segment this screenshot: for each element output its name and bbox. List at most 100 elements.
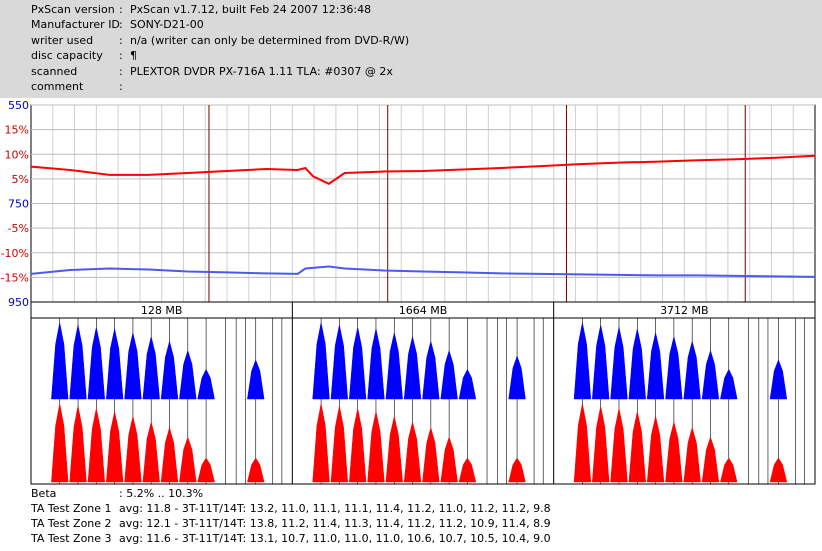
ta-red-peak <box>367 411 385 483</box>
beta-y-tick-label: 950 <box>8 296 29 309</box>
beta-series-line <box>30 154 816 185</box>
ta-red-peak <box>403 421 422 483</box>
header-value: PLEXTOR DVDR PX-716A 1.11 TLA: #0307 @ 2… <box>130 65 393 78</box>
header-value: ¶ <box>130 49 137 62</box>
ta-red-peak <box>247 457 265 483</box>
header-value: n/a (writer can only be determined from … <box>130 34 410 47</box>
jitter-series-line <box>30 265 816 278</box>
beta-y-tick-label: 10% <box>5 148 29 161</box>
beta-y-tick-label: 15% <box>5 124 29 137</box>
scan-charts: 550 15% 10% 5% 750 -5% -10% -15% 950 128 MB 1664 … <box>1 99 816 485</box>
header-value: PxScan v1.7.12, built Feb 24 2007 12:36:… <box>130 3 372 16</box>
ta-red-peak <box>87 408 105 483</box>
ta-blue-peak <box>403 336 422 400</box>
ta-red-peak <box>330 405 348 483</box>
footer-value: avg: 11.8 - 3T-11T/14T: 13.2, 11.0, 11.1… <box>119 502 551 515</box>
ta-red-peak <box>349 408 367 483</box>
header-label: writer used <box>31 34 94 47</box>
ta-blue-peak <box>385 332 403 400</box>
ta-red-peak <box>720 457 738 483</box>
ta-blue-peak <box>646 332 665 400</box>
ta-red-peak <box>508 457 526 483</box>
ta-red-peak <box>385 416 403 483</box>
ta-blue-peak <box>592 324 610 400</box>
ta-zone-label: 1664 MB <box>399 304 448 317</box>
ta-red-peak <box>573 403 592 483</box>
ta-blue-peak <box>508 355 526 400</box>
header-colon: : <box>119 65 123 78</box>
ta-red-peak <box>628 411 646 483</box>
header-colon: : <box>119 3 123 16</box>
header-colon: : <box>119 80 123 93</box>
ta-red-peak <box>646 416 665 483</box>
ta-blue-peak <box>179 349 197 400</box>
ta-blue-peak <box>330 324 348 400</box>
ta-red-peak <box>312 403 330 483</box>
ta-blue-peak <box>610 327 628 400</box>
ta-zone-label: 3712 MB <box>660 304 709 317</box>
beta-y-tick-label: -5% <box>8 222 29 235</box>
ta-blue-peak <box>142 336 160 400</box>
ta-blue-peak <box>197 368 215 400</box>
ta-blue-peak <box>51 322 69 400</box>
ta-red-peak <box>592 405 610 483</box>
ta-red-peak <box>683 426 701 483</box>
beta-y-tick-label: -10% <box>1 247 29 260</box>
header-label: Manufacturer ID <box>31 18 120 31</box>
header-colon: : <box>119 49 123 62</box>
footer-value: avg: 12.1 - 3T-11T/14T: 13.8, 11.2, 11.4… <box>119 517 551 530</box>
ta-summary: Beta : 5.2% .. 10.3% TA Test Zone 1 avg:… <box>0 486 822 551</box>
ta-red-peak <box>197 457 215 483</box>
header-label: disc capacity <box>31 49 103 62</box>
ta-red-peak <box>179 436 197 483</box>
footer-value: : 5.2% .. 10.3% <box>119 487 204 500</box>
ta-blue-peak <box>665 336 683 400</box>
ta-blue-peak <box>422 341 440 400</box>
ta-red-peak <box>458 457 477 483</box>
ta-blue-peak <box>683 340 701 400</box>
ta-blue-peak <box>440 349 458 400</box>
ta-blue-peak <box>106 328 124 400</box>
beta-y-tick-label: 5% <box>12 173 29 186</box>
footer-label: TA Test Zone 3 <box>31 532 112 545</box>
ta-red-peak <box>610 408 628 483</box>
ta-blue-peak <box>69 324 87 400</box>
header-label: PxScan version <box>31 3 115 16</box>
footer-value: avg: 11.6 - 3T-11T/14T: 13.1, 10.7, 11.0… <box>119 532 551 545</box>
footer-label: TA Test Zone 1 <box>31 502 112 515</box>
ta-red-peak <box>701 436 720 483</box>
footer-label: Beta <box>31 487 57 500</box>
ta-blue-peak <box>160 340 179 400</box>
beta-y-tick-label: 750 <box>8 198 29 211</box>
ta-blue-peak <box>349 327 367 400</box>
ta-blue-peak <box>701 349 720 400</box>
ta-red-peak <box>160 426 179 483</box>
ta-blue-peak <box>458 368 477 400</box>
ta-red-peak <box>124 416 142 483</box>
ta-blue-peak <box>124 332 142 400</box>
ta-blue-peak <box>628 328 646 400</box>
ta-blue-peak <box>312 322 330 400</box>
ta-red-peak <box>69 405 87 483</box>
ta-red-peak <box>51 403 69 483</box>
beta-y-tick-label: -15% <box>1 271 29 284</box>
beta-jitter-chart: 550 15% 10% 5% 750 -5% -10% -15% 950 <box>1 99 816 309</box>
ta-blue-peak <box>367 328 385 400</box>
beta-y-tick-label: 550 <box>8 99 29 112</box>
ta-analysis-chart: 128 MB 1664 MB 3712 MB <box>30 301 816 485</box>
header-colon: : <box>119 18 123 31</box>
scan-info-header: PxScan version : PxScan v1.7.12, built F… <box>0 0 822 98</box>
header-value: SONY-D21-00 <box>130 18 204 31</box>
ta-zone-label: 128 MB <box>141 304 183 317</box>
ta-red-peak <box>769 457 788 483</box>
footer-label: TA Test Zone 2 <box>31 517 112 530</box>
header-colon: : <box>119 34 123 47</box>
ta-blue-peak <box>87 327 105 400</box>
ta-blue-peak <box>720 368 738 400</box>
ta-red-peak <box>440 436 458 483</box>
header-label: scanned <box>31 65 78 78</box>
ta-red-peak <box>106 411 124 483</box>
ta-red-peak <box>142 421 160 483</box>
ta-blue-peak <box>573 322 592 400</box>
header-label: comment <box>31 80 84 93</box>
